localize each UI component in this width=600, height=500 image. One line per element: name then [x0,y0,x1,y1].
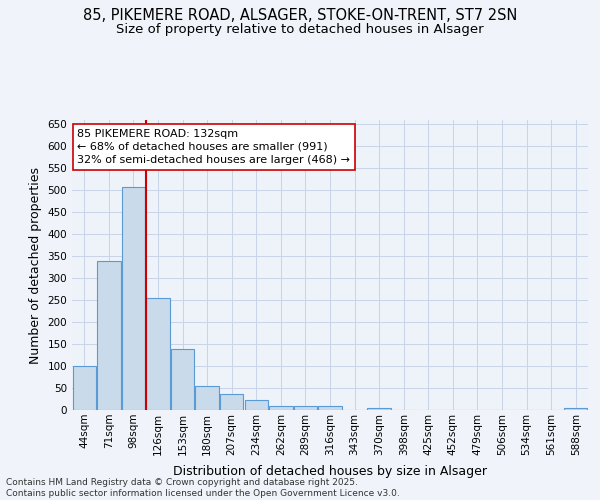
Bar [294,406,317,410]
Bar [367,408,391,410]
Bar [245,400,268,410]
Bar [564,408,587,410]
Text: 85 PIKEMERE ROAD: 132sqm
← 68% of detached houses are smaller (991)
32% of semi-: 85 PIKEMERE ROAD: 132sqm ← 68% of detach… [77,128,350,165]
Bar [171,350,194,410]
Bar [196,386,219,410]
Text: 85, PIKEMERE ROAD, ALSAGER, STOKE-ON-TRENT, ST7 2SN: 85, PIKEMERE ROAD, ALSAGER, STOKE-ON-TRE… [83,8,517,22]
Bar [319,406,341,410]
Y-axis label: Number of detached properties: Number of detached properties [29,166,42,364]
Text: Contains HM Land Registry data © Crown copyright and database right 2025.
Contai: Contains HM Land Registry data © Crown c… [6,478,400,498]
Bar [97,262,121,410]
Bar [73,366,96,410]
Bar [269,406,293,410]
Bar [146,298,170,410]
Bar [220,394,244,410]
Text: Size of property relative to detached houses in Alsager: Size of property relative to detached ho… [116,22,484,36]
Text: Distribution of detached houses by size in Alsager: Distribution of detached houses by size … [173,464,487,477]
Bar [122,187,145,410]
